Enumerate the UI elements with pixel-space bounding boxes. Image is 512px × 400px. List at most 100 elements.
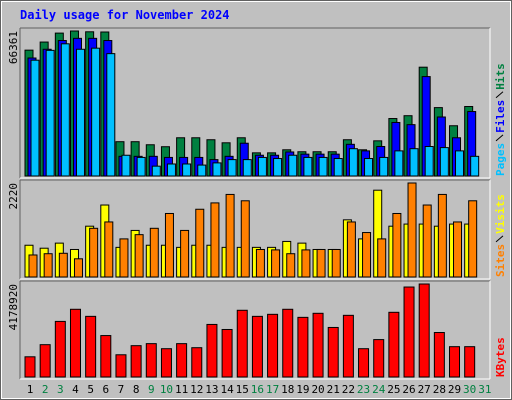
bar	[373, 339, 385, 378]
bar	[453, 221, 463, 278]
bar	[437, 193, 447, 278]
bar	[362, 232, 372, 278]
bar	[43, 253, 53, 278]
x-tick-label: 5	[87, 383, 94, 396]
bar	[106, 53, 116, 177]
legend-separator	[495, 134, 504, 142]
bar	[182, 163, 192, 177]
bar	[377, 238, 387, 278]
bar	[303, 156, 313, 177]
x-tick-label: 19	[296, 383, 309, 396]
bar	[327, 326, 339, 378]
bar	[75, 48, 85, 177]
x-tick-label: 10	[160, 383, 173, 396]
bar	[464, 346, 476, 378]
bar	[282, 308, 294, 378]
x-tick-label: 20	[311, 383, 324, 396]
bar	[316, 248, 326, 278]
bar	[149, 227, 159, 278]
x-tick-label: 28	[433, 383, 446, 396]
x-tick-label: 22	[342, 383, 355, 396]
bar	[455, 150, 465, 177]
x-tick-label: 24	[372, 383, 386, 396]
bar	[151, 165, 161, 177]
bar	[160, 348, 172, 378]
bar	[251, 315, 263, 378]
bar	[145, 343, 157, 378]
x-tick-label: 2	[42, 383, 49, 396]
bar	[348, 148, 358, 177]
bar	[221, 328, 233, 378]
legend-label: Hits	[494, 63, 507, 90]
bar	[394, 150, 404, 177]
bar	[301, 249, 311, 278]
bar	[449, 346, 461, 378]
x-tick-label: 4	[72, 383, 79, 396]
bar	[58, 252, 68, 278]
bar	[119, 238, 129, 278]
bar	[403, 286, 415, 378]
bar	[439, 147, 449, 177]
bar	[297, 316, 309, 378]
bar	[39, 344, 51, 378]
y-tick-label: 4178920	[7, 284, 20, 330]
bar	[227, 159, 237, 177]
bar	[364, 158, 374, 177]
x-tick-label: 31	[478, 383, 491, 396]
x-tick-label: 23	[357, 383, 370, 396]
bar	[267, 313, 279, 378]
bar	[409, 148, 419, 177]
bar	[346, 221, 356, 278]
bar	[130, 345, 142, 378]
legend-label: Sites	[494, 244, 507, 277]
legend-label: Files	[494, 100, 507, 133]
legend-label: Pages	[494, 143, 507, 176]
bar	[195, 208, 205, 278]
bar	[73, 258, 83, 278]
x-tick-label: 9	[148, 383, 155, 396]
y-tick-label: 66361	[7, 31, 20, 64]
legend-label: Visits	[494, 194, 507, 234]
bar	[164, 212, 174, 278]
y-tick-label: 2220	[7, 183, 20, 210]
bar	[236, 309, 248, 378]
bar	[69, 308, 81, 378]
bar	[470, 155, 480, 177]
bar	[257, 156, 267, 177]
bar	[30, 59, 40, 177]
legend-label: KBytes	[494, 337, 507, 377]
bar	[210, 202, 220, 278]
bar	[134, 234, 144, 278]
bar	[45, 49, 55, 177]
bar	[60, 43, 70, 177]
bar	[422, 204, 432, 278]
bar	[288, 154, 298, 177]
chart-title: Daily usage for November 2024	[20, 8, 230, 22]
x-tick-label: 27	[418, 383, 431, 396]
bar	[392, 212, 402, 278]
bar	[342, 314, 354, 378]
bar	[100, 335, 112, 378]
bar	[424, 146, 434, 177]
bar	[85, 315, 97, 378]
bar	[121, 154, 131, 177]
bar	[388, 311, 400, 378]
x-tick-label: 17	[266, 383, 279, 396]
bar	[358, 348, 370, 378]
x-tick-label: 8	[133, 383, 140, 396]
bar	[255, 248, 265, 278]
bar	[407, 182, 417, 278]
bar	[191, 347, 203, 378]
bar	[197, 164, 207, 177]
x-tick-label: 16	[251, 383, 264, 396]
bar	[104, 221, 114, 278]
bar	[28, 254, 38, 278]
bar	[240, 200, 250, 278]
bar	[54, 320, 66, 378]
bar	[115, 354, 127, 378]
x-tick-label: 6	[102, 383, 109, 396]
bar	[418, 283, 430, 378]
bar	[318, 156, 328, 177]
bar	[271, 249, 281, 278]
